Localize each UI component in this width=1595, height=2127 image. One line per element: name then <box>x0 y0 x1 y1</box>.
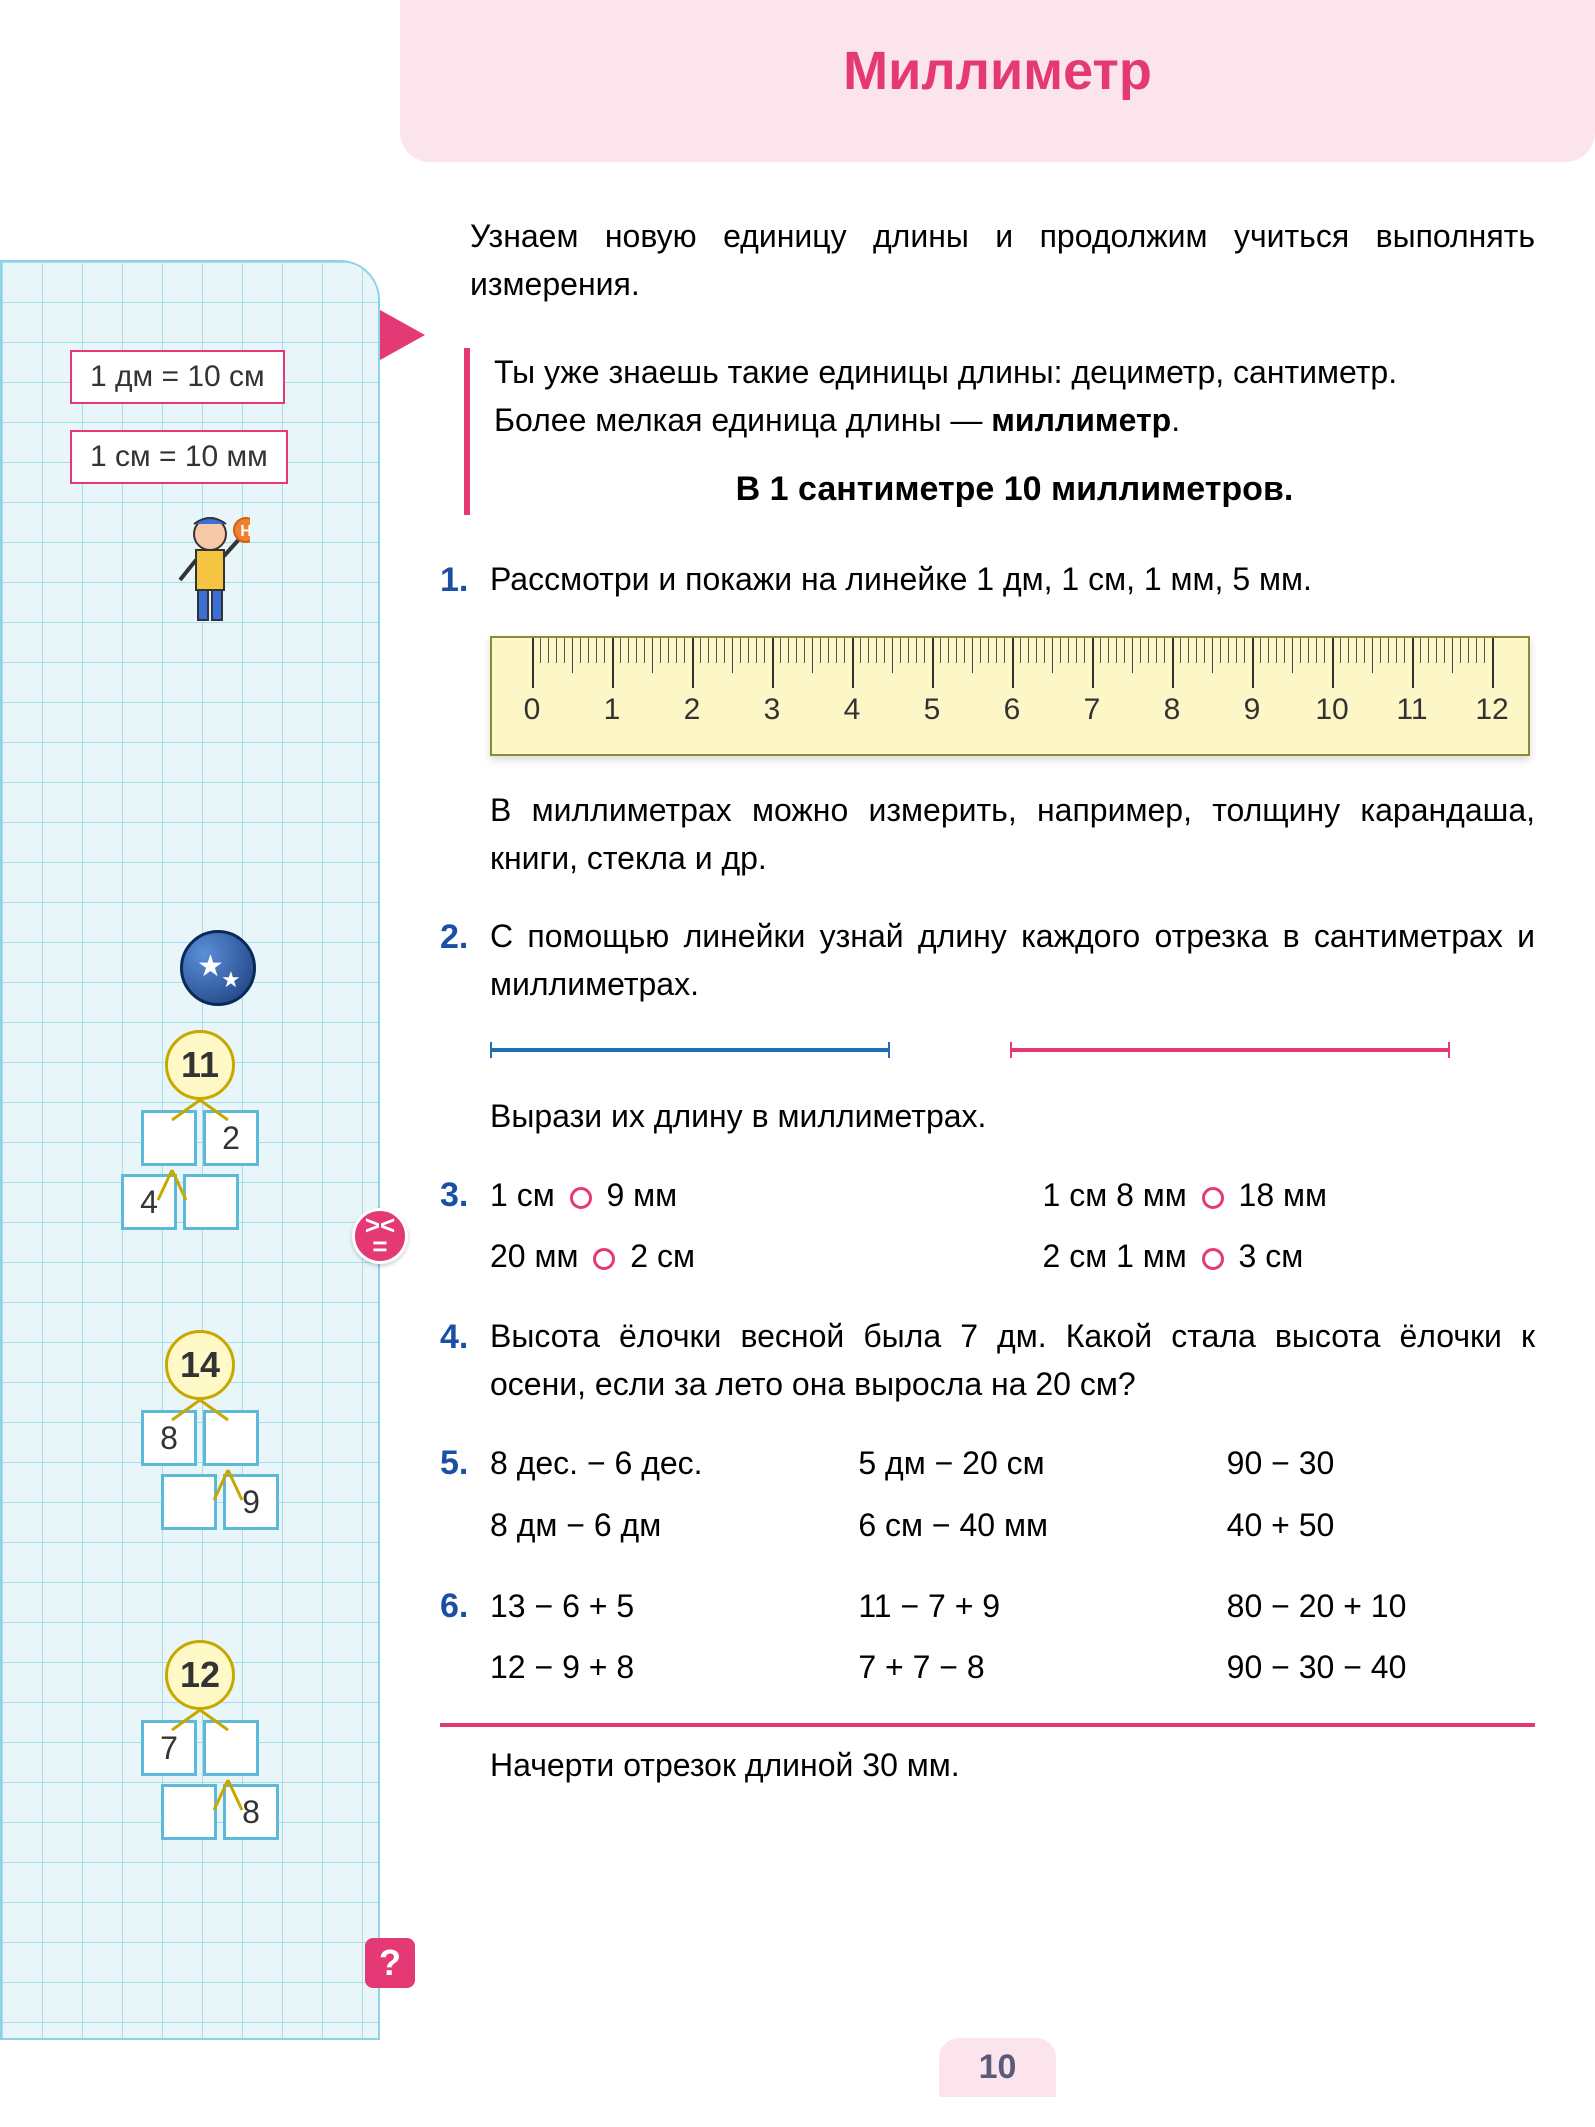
info-block: Ты уже знаешь такие единицы длины: децим… <box>464 348 1535 515</box>
tree-box <box>141 1110 197 1166</box>
tree-box <box>203 1720 259 1776</box>
stars-badge-icon <box>180 930 256 1006</box>
tree-root: 14 <box>165 1330 235 1400</box>
paragraph: Вырази их длину в миллиметрах. <box>490 1092 1535 1140</box>
task-body: С помощью линейки узнай длину каждого от… <box>490 912 1535 1008</box>
ruler-diagram: 0123456789101112 <box>490 636 1530 756</box>
task-4: 4. Высота ёлочки весной была 7 дм. Какой… <box>440 1312 1535 1408</box>
tree-box: 4 <box>121 1174 177 1230</box>
sidebar: 1 дм = 10 см 1 см = 10 мм Н 11 2 <box>0 0 400 2127</box>
task-body: 1 см 9 мм 1 см 8 мм 18 мм 20 мм 2 см 2 с… <box>490 1170 1535 1282</box>
compare-circle-icon <box>1202 1187 1224 1209</box>
info-line-2: Более мелкая единица длины — миллиметр. <box>494 396 1535 444</box>
page-number: 10 <box>939 2038 1057 2097</box>
tree-box: 2 <box>203 1110 259 1166</box>
segments <box>490 1048 1535 1052</box>
number-tree-3: 12 7 8 <box>90 1640 310 1848</box>
bottom-task: Начерти отрезок длиной 30 мм. <box>490 1747 1535 1784</box>
tree-box <box>203 1410 259 1466</box>
info-line-1: Ты уже знаешь такие единицы длины: децим… <box>494 348 1535 396</box>
tree-box <box>161 1784 217 1840</box>
intro-text: Узнаем новую единицу длины и продолжим у… <box>470 212 1535 308</box>
task-1: 1. Рассмотри и покажи на линейке 1 дм, 1… <box>440 555 1535 606</box>
tree-root: 11 <box>165 1030 235 1100</box>
divider <box>440 1723 1535 1727</box>
task-6: 6. 13 − 6 + 511 − 7 + 980 − 20 + 10 12 −… <box>440 1581 1535 1693</box>
svg-text:Н: Н <box>240 523 250 540</box>
tree-box: 8 <box>141 1410 197 1466</box>
tree-box <box>161 1474 217 1530</box>
segment-pink <box>1010 1048 1450 1052</box>
task-body: Рассмотри и покажи на линейке 1 дм, 1 см… <box>490 555 1535 606</box>
number-tree-1: 11 2 4 <box>90 1030 310 1238</box>
task-number: 4. <box>440 1312 490 1408</box>
number-tree-2: 14 8 9 <box>90 1330 310 1538</box>
character-icon: Н <box>170 510 250 630</box>
compare-circle-icon <box>1202 1248 1224 1270</box>
task-number: 3. <box>440 1170 490 1282</box>
tree-box: 8 <box>223 1784 279 1840</box>
task-body: 13 − 6 + 511 − 7 + 980 − 20 + 10 12 − 9 … <box>490 1581 1535 1693</box>
task-number: 1. <box>440 555 490 606</box>
tree-root: 12 <box>165 1640 235 1710</box>
segment-blue <box>490 1048 890 1052</box>
conversion-box-cm-mm: 1 см = 10 мм <box>70 430 288 484</box>
task-number: 6. <box>440 1581 490 1693</box>
page: 1 дм = 10 см 1 см = 10 мм Н 11 2 <box>0 0 1595 2127</box>
conversion-box-dm-cm: 1 дм = 10 см <box>70 350 285 404</box>
title-band: Миллиметр <box>400 0 1595 162</box>
task-body: Высота ёлочки весной была 7 дм. Какой ст… <box>490 1312 1535 1408</box>
task-body: 8 дес. − 6 дес.5 дм − 20 см90 − 30 8 дм … <box>490 1438 1535 1550</box>
compare-circle-icon <box>570 1187 592 1209</box>
main-content: Миллиметр Узнаем новую единицу длины и п… <box>400 0 1595 2127</box>
task-2: 2. С помощью линейки узнай длину каждого… <box>440 912 1535 1008</box>
task-3: 3. 1 см 9 мм 1 см 8 мм 18 мм 20 мм 2 см … <box>440 1170 1535 1282</box>
tree-box: 7 <box>141 1720 197 1776</box>
page-title: Миллиметр <box>400 40 1595 102</box>
paragraph: В миллиметрах можно измерить, например, … <box>490 786 1535 882</box>
tree-box: 9 <box>223 1474 279 1530</box>
compare-circle-icon <box>593 1248 615 1270</box>
tree-box <box>183 1174 239 1230</box>
task-5: 5. 8 дес. − 6 дес.5 дм − 20 см90 − 30 8 … <box>440 1438 1535 1550</box>
task-number: 2. <box>440 912 490 1008</box>
task-number: 5. <box>440 1438 490 1550</box>
info-rule: В 1 сантиметре 10 миллиметров. <box>494 464 1535 515</box>
